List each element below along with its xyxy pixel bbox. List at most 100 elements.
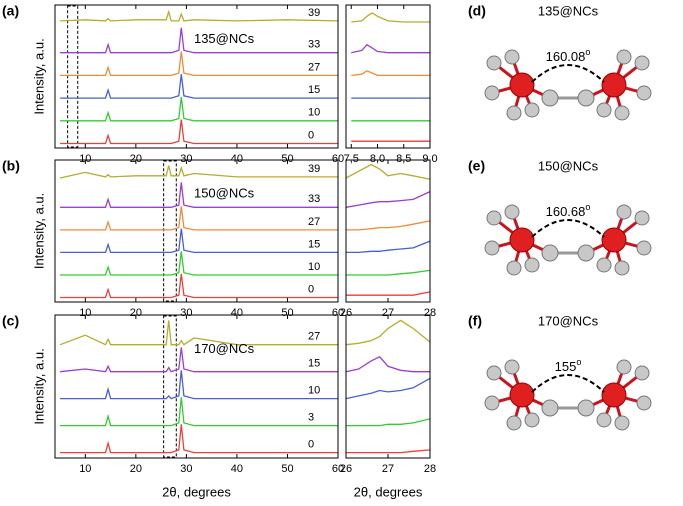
x-tick-label: 27: [382, 463, 394, 475]
x-tick-label: 20: [130, 153, 142, 165]
trace-label: 39: [308, 7, 320, 19]
trace: [60, 347, 338, 373]
x-tick-label: 40: [231, 153, 243, 165]
x-tick-label: 50: [281, 153, 293, 165]
h-atom: [504, 49, 520, 65]
h-atom: [524, 257, 540, 273]
structure-title: 135@NCs: [538, 3, 599, 18]
plot-frame: [345, 314, 431, 459]
trace-label: 0: [308, 283, 314, 295]
metal-atom: [509, 227, 535, 253]
structure-title: 170@NCs: [538, 313, 599, 328]
h-atom: [484, 85, 500, 101]
trace: [345, 377, 431, 400]
highlight-region: [67, 5, 79, 148]
trace: [60, 397, 338, 427]
angle-arc: [531, 374, 605, 393]
angle-arc: [531, 64, 605, 83]
x-tick-label: 60: [332, 307, 344, 319]
trace: [59, 320, 338, 346]
panel-label: (a): [2, 3, 19, 19]
trace-label: 27: [308, 216, 320, 228]
trace-label: 0: [308, 129, 314, 141]
trace: [60, 273, 338, 299]
trace: [60, 424, 338, 454]
trace: [60, 74, 338, 99]
trace: [351, 70, 430, 77]
h-atom: [506, 415, 522, 431]
trace: [60, 228, 338, 254]
angle-value: 160.08: [546, 49, 586, 64]
h-atom: [636, 85, 652, 101]
h-atom: [596, 257, 612, 273]
x-tick-label: 10: [79, 463, 91, 475]
trace-label: 3: [308, 412, 314, 424]
trace: [60, 51, 338, 77]
x-tick-label: 60: [332, 463, 344, 475]
x-tick-label: 60: [332, 153, 344, 165]
y-axis-label: Intensity, a.u.: [31, 193, 46, 269]
plot-frame: [345, 159, 431, 303]
x-tick-label: 10: [79, 307, 91, 319]
trace: [346, 449, 431, 454]
x-tick-label: 7,5: [344, 153, 359, 165]
panel-label: (b): [2, 158, 20, 174]
trace: [345, 191, 431, 208]
h-atom: [596, 102, 612, 118]
x-tick-label: 50: [281, 307, 293, 319]
x-tick-label: 30: [180, 153, 192, 165]
x-tick-label: 40: [231, 463, 243, 475]
trace: [60, 119, 338, 145]
molecule: [484, 359, 652, 431]
trace: [345, 319, 431, 346]
trace-label: 0: [308, 439, 314, 451]
h-atom: [524, 412, 540, 428]
angle-label: 155o: [555, 357, 582, 374]
trace-label: 27: [308, 61, 320, 73]
x-axis-label: 2θ, degrees: [354, 484, 423, 499]
angle-value: 160.68: [546, 204, 586, 219]
angle-unit: o: [585, 202, 590, 212]
trace: [346, 220, 431, 231]
trace: [351, 43, 430, 54]
trace-label: 10: [308, 261, 320, 273]
annotation: 170@NCs: [194, 341, 255, 356]
h-atom: [524, 102, 540, 118]
y-axis-label: Intensity, a.u.: [31, 348, 46, 424]
molecule: [484, 49, 652, 121]
plot-frame: [54, 314, 339, 459]
highlight-region: [163, 315, 177, 458]
h-atom: [634, 210, 650, 226]
trace: [60, 27, 338, 54]
angle-unit: o: [576, 357, 581, 367]
trace: [59, 165, 338, 179]
annotation: 135@NCs: [194, 31, 255, 46]
x-tick-label: 28: [424, 307, 436, 319]
h-atom: [636, 395, 652, 411]
trace-label: 15: [308, 238, 320, 250]
metal-atom: [601, 382, 627, 408]
x-tick-label: 30: [180, 463, 192, 475]
metal-atom: [601, 227, 627, 253]
bridge-atom: [577, 89, 595, 107]
trace: [346, 269, 431, 276]
trace: [346, 291, 431, 296]
h-atom: [486, 55, 502, 71]
h-atom: [634, 365, 650, 381]
h-atom: [504, 204, 520, 220]
h-atom: [486, 365, 502, 381]
h-atom: [616, 49, 632, 65]
angle-label: 160.68o: [546, 202, 591, 219]
h-atom: [596, 412, 612, 428]
trace-label: 15: [308, 358, 320, 370]
angle-label: 160.08o: [546, 47, 591, 64]
y-axis-label: Intensity, a.u.: [31, 38, 46, 114]
metal-atom: [509, 382, 535, 408]
panel-label: (d): [468, 3, 486, 19]
trace: [345, 355, 430, 373]
h-atom: [614, 260, 630, 276]
panel-label: (e): [468, 158, 485, 174]
trace: [345, 163, 431, 180]
trace: [60, 182, 338, 208]
trace: [346, 418, 431, 427]
